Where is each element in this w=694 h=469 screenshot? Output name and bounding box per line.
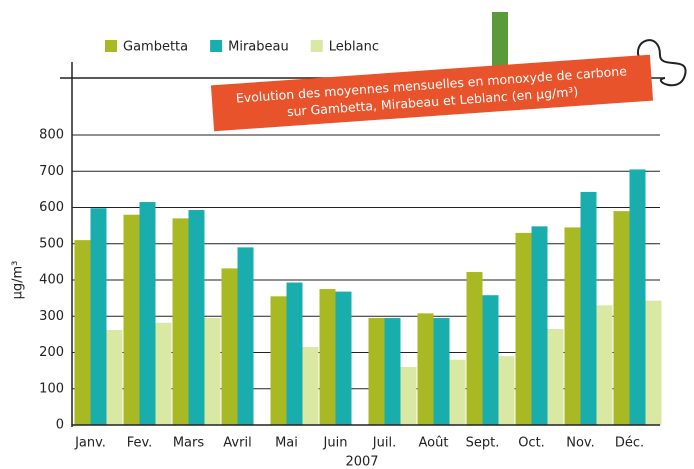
- bar: [156, 323, 172, 425]
- bar: [548, 329, 564, 425]
- x-tick-label: Mars: [173, 436, 205, 451]
- y-tick-label: 0: [56, 418, 64, 433]
- legend-swatch: [105, 40, 117, 52]
- bar: [303, 347, 319, 425]
- x-tick-label: Mai: [275, 436, 298, 451]
- bar: [401, 367, 417, 425]
- bar: [140, 202, 156, 425]
- y-axis-label: µg/m³: [11, 261, 26, 300]
- bar: [614, 211, 630, 425]
- y-tick-label: 600: [39, 200, 64, 215]
- bar: [483, 295, 499, 425]
- bar: [271, 296, 287, 425]
- legend-label: Leblanc: [329, 40, 379, 55]
- legend-swatch: [311, 40, 323, 52]
- legend-swatch: [210, 40, 222, 52]
- bar: [189, 210, 205, 425]
- legend-label: Gambetta: [123, 40, 188, 55]
- bar: [336, 292, 352, 425]
- y-tick-label: 500: [39, 236, 64, 251]
- bar: [450, 360, 466, 425]
- y-tick-label: 700: [39, 164, 64, 179]
- bar: [532, 226, 548, 425]
- x-tick-label: Sept.: [466, 436, 500, 451]
- bar: [107, 330, 123, 425]
- bar: [434, 318, 450, 425]
- x-tick-label: Oct.: [518, 436, 545, 451]
- bar: [75, 240, 91, 425]
- bar: [173, 218, 189, 425]
- bar: [238, 247, 254, 425]
- x-tick-label: Janv.: [74, 436, 106, 451]
- bar: [91, 208, 107, 425]
- bar: [565, 227, 581, 425]
- x-axis-label: 2007: [345, 455, 378, 469]
- x-tick-label: Nov.: [566, 436, 595, 451]
- bar: [418, 313, 434, 425]
- x-tick-label: Avril: [223, 436, 251, 451]
- bar: [597, 305, 613, 425]
- x-tick-label: Juil.: [372, 436, 396, 451]
- bar: [222, 268, 238, 425]
- y-tick-label: 400: [39, 273, 64, 288]
- x-tick-label: Juin: [323, 436, 348, 451]
- page: µg/m³ 2007 0 100 200 300 400 500 600 700 800 Gamb…: [0, 0, 694, 469]
- bar: [287, 283, 303, 425]
- bar: [385, 318, 401, 425]
- bar: [516, 233, 532, 425]
- bar: [467, 272, 483, 425]
- x-tick-label: Août: [419, 436, 449, 451]
- bar: [581, 192, 597, 425]
- x-tick-label: Fev.: [127, 436, 153, 451]
- y-tick-label: 300: [39, 309, 64, 324]
- clip-decoration: [492, 12, 508, 72]
- bar: [320, 289, 336, 425]
- bar: [499, 356, 515, 425]
- y-tick-label: 100: [39, 381, 64, 396]
- bar: [630, 169, 646, 425]
- bar: [646, 301, 662, 425]
- bar: [369, 318, 385, 425]
- x-tick-label: Déc.: [615, 436, 644, 451]
- y-tick-label: 200: [39, 345, 64, 360]
- legend-label: Mirabeau: [228, 40, 289, 55]
- bar: [205, 318, 221, 425]
- y-tick-label: 800: [39, 128, 64, 143]
- bar: [124, 215, 140, 425]
